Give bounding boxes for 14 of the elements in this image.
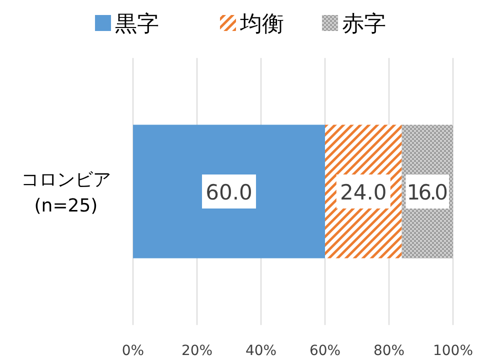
x-tick-label: 20% <box>181 343 213 359</box>
x-tick-label: 0% <box>122 343 144 359</box>
bar <box>133 124 325 258</box>
x-tick-label: 100% <box>432 343 474 359</box>
x-tick-label: 40% <box>245 343 277 359</box>
legend-label: 赤字 <box>342 12 386 37</box>
data-label: 60.0 <box>206 180 252 204</box>
x-tick-label: 60% <box>309 343 341 359</box>
legend-label: 黒字 <box>115 12 159 37</box>
legend-label: 均衡 <box>239 12 284 37</box>
data-label: 16.0 <box>406 180 448 204</box>
x-tick-label: 80% <box>373 343 405 359</box>
y-tick-label: コロンビア (n=25) <box>21 170 111 216</box>
data-label: 24.0 <box>340 180 387 204</box>
